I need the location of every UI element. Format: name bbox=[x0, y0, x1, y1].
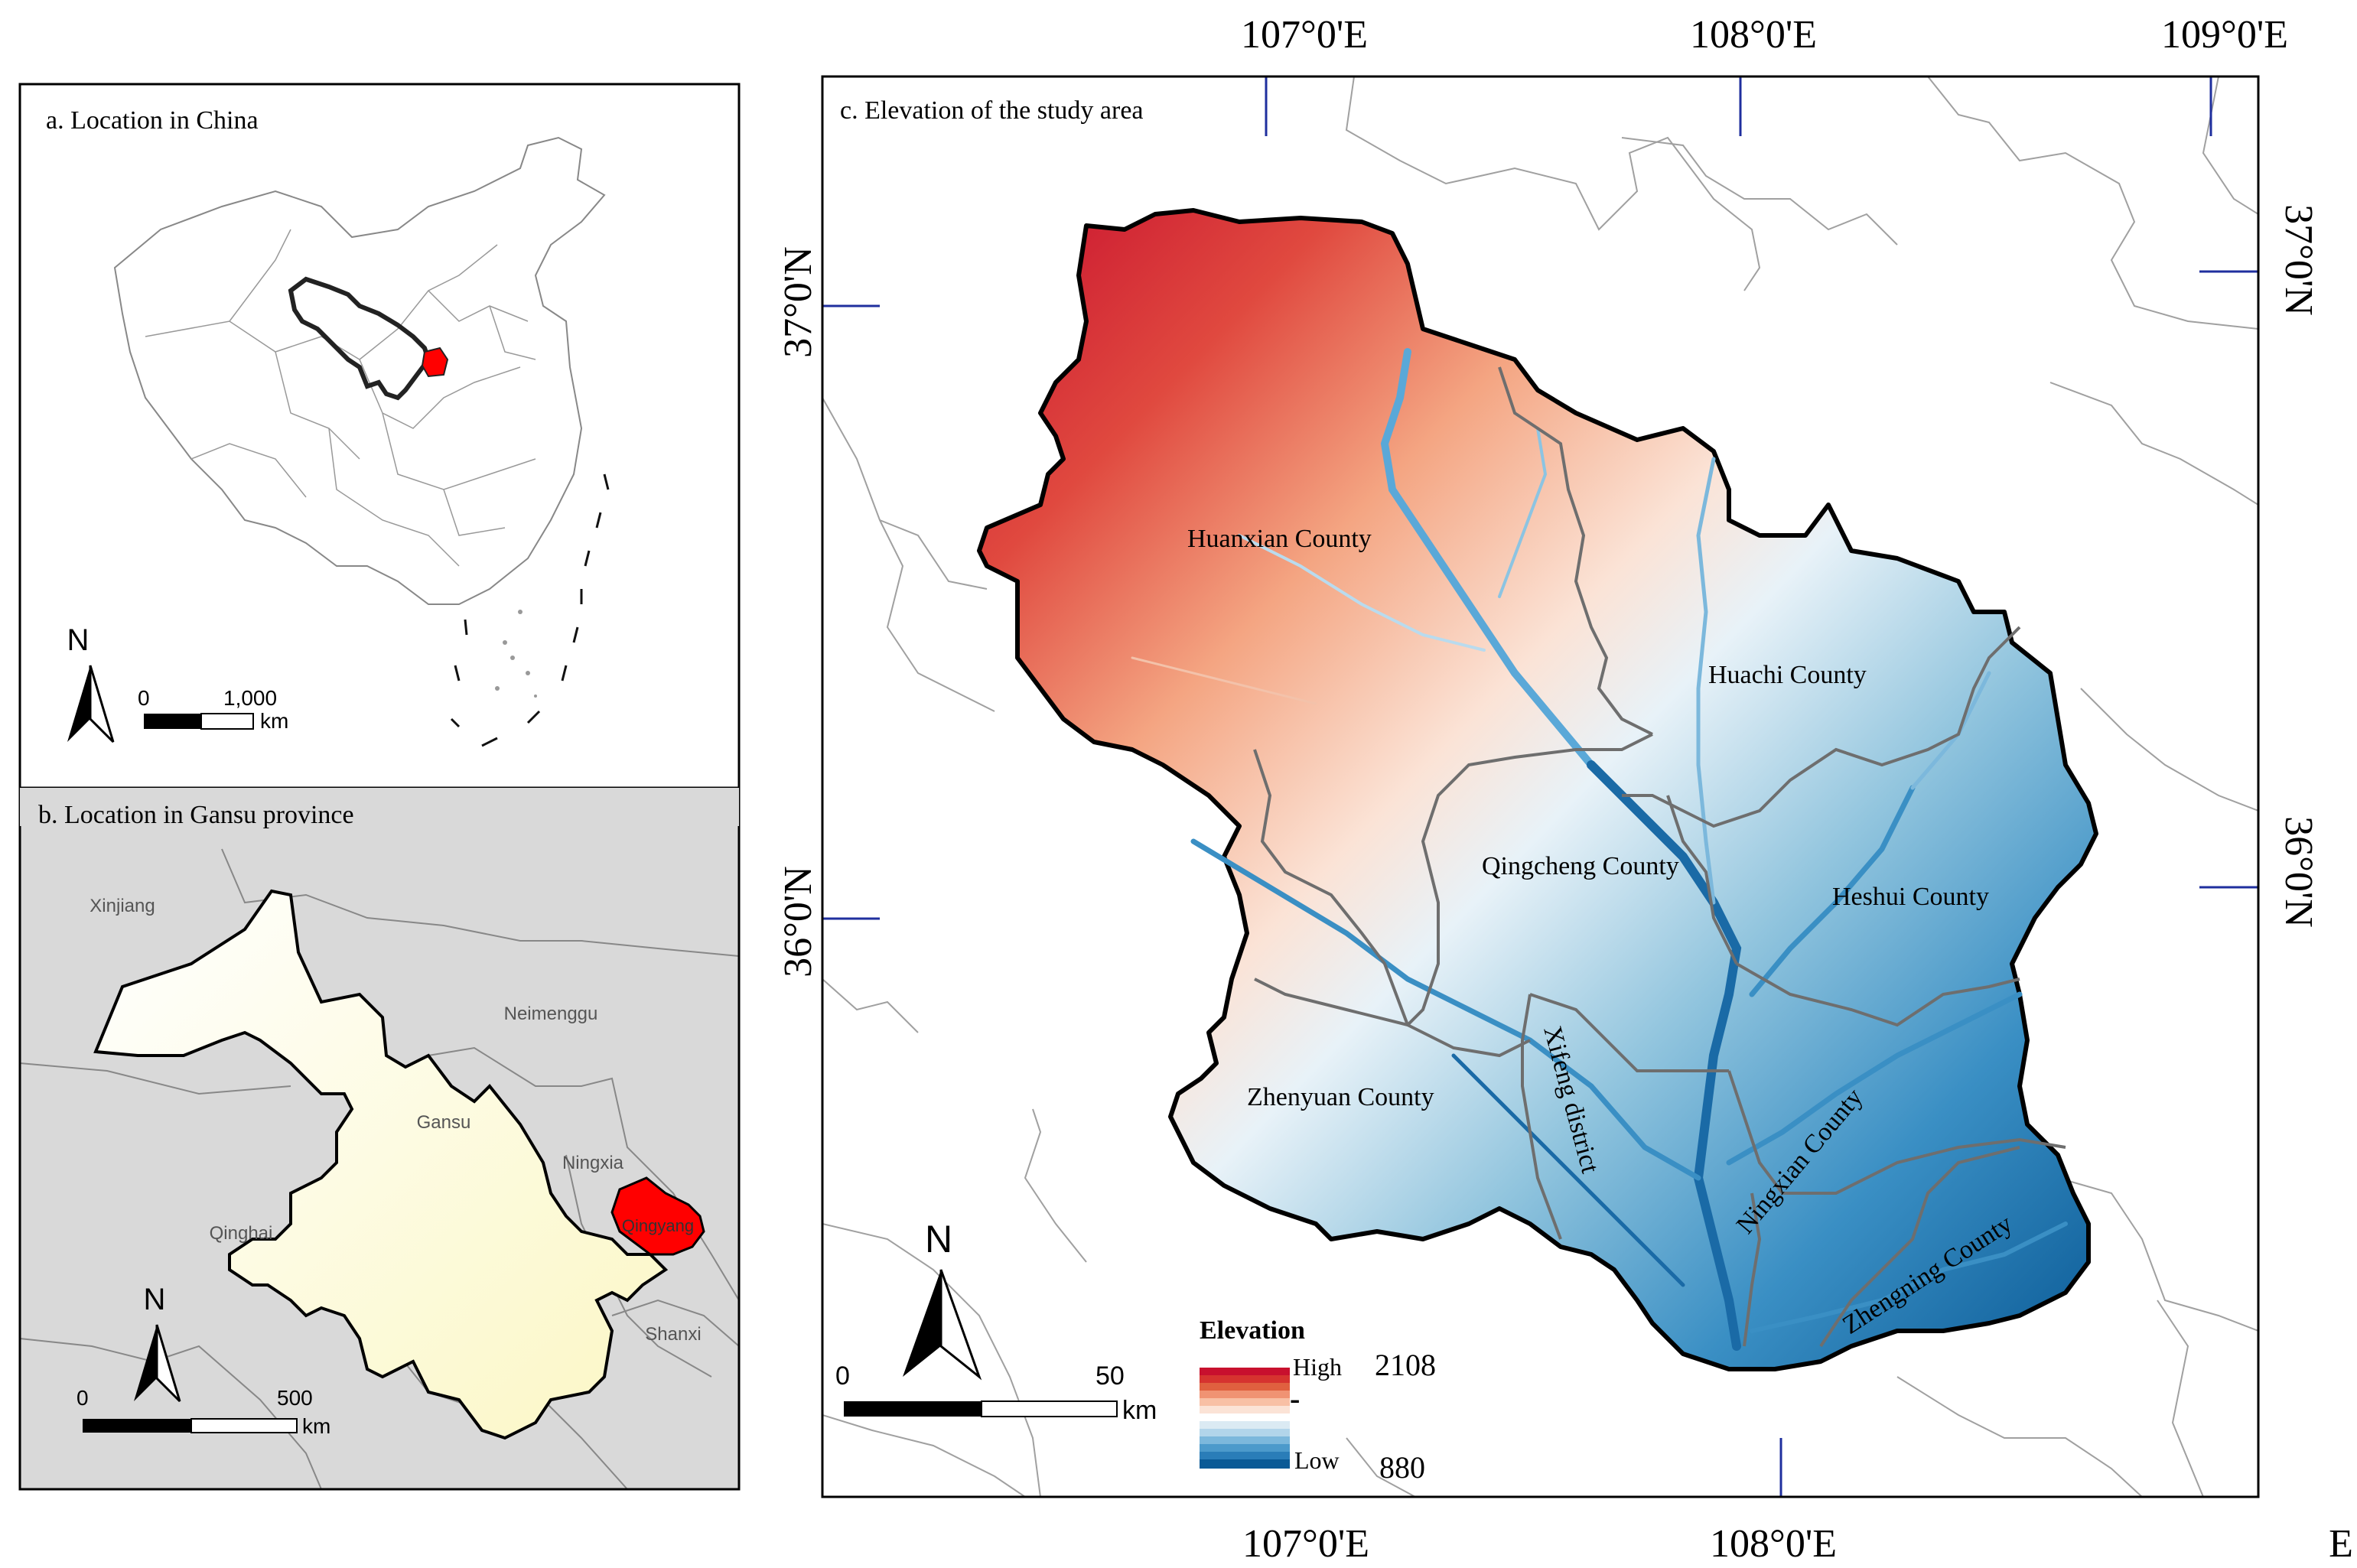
bottom-lon-108: 108°0'E bbox=[1710, 1522, 1837, 1566]
graticule-ticks bbox=[822, 76, 2258, 1497]
scale-b-unit: km bbox=[302, 1414, 330, 1438]
scale-c-max: 50 bbox=[1095, 1361, 1125, 1391]
gansu-in-china bbox=[288, 276, 431, 401]
panel-b-title-band bbox=[20, 788, 739, 826]
label-gansu: Gansu bbox=[417, 1112, 471, 1133]
scale-a-unit: km bbox=[260, 709, 288, 733]
left-lat-37: 37°0'N bbox=[776, 246, 820, 358]
scale-c-zero: 0 bbox=[835, 1361, 850, 1391]
label-huachi: Huachi County bbox=[1708, 661, 1867, 689]
legend-low-value: 880 bbox=[1379, 1450, 1425, 1485]
north-label-b: N bbox=[144, 1283, 166, 1316]
legend-high-value: 2108 bbox=[1375, 1348, 1436, 1382]
river-network bbox=[1131, 348, 2068, 1351]
panel-a-title: a. Location in China bbox=[46, 106, 259, 135]
scale-a-zero: 0 bbox=[138, 686, 150, 710]
legend-low-label: Low bbox=[1294, 1446, 1340, 1474]
scale-b-max: 500 bbox=[277, 1386, 313, 1410]
north-arrow-b: N bbox=[134, 1283, 181, 1403]
scale-bar-a: 0 1,000 km bbox=[138, 686, 288, 733]
label-xinjiang: Xinjiang bbox=[90, 896, 155, 916]
scale-b-zero: 0 bbox=[77, 1386, 89, 1410]
north-arrow-c: N bbox=[903, 1218, 982, 1381]
legend-high-label: High bbox=[1293, 1353, 1342, 1381]
north-label-c: N bbox=[925, 1218, 952, 1261]
china-province-lines bbox=[145, 229, 536, 567]
left-lat-36: 36°0'N bbox=[776, 866, 820, 978]
south-china-sea-dashes bbox=[450, 473, 610, 747]
qingyang-in-china bbox=[421, 346, 449, 378]
label-qingcheng: Qingcheng County bbox=[1482, 852, 1679, 880]
scale-a-max: 1,000 bbox=[223, 686, 277, 710]
top-lon-109: 109°0'E bbox=[2161, 13, 2288, 57]
label-ningxia: Ningxia bbox=[562, 1153, 624, 1173]
right-lat-37: 37°0'N bbox=[2277, 204, 2320, 316]
panel-b-location-in-gansu: Xinjiang Neimenggu Gansu Ningxia Qinghai… bbox=[18, 786, 741, 1491]
panel-c-elevation-map: Huanxian County Huachi County Qingcheng … bbox=[821, 75, 2260, 1498]
label-zhenyuan: Zhenyuan County bbox=[1247, 1083, 1434, 1111]
elevation-legend: Elevation High 2108 - Low 880 bbox=[1200, 1316, 1436, 1485]
legend-title: Elevation bbox=[1200, 1316, 1305, 1345]
panel-b-title: b. Location in Gansu province bbox=[38, 801, 354, 829]
legend-dash: - bbox=[1290, 1381, 1300, 1416]
north-arrow-a: N bbox=[67, 623, 115, 743]
legend-swatches bbox=[1200, 1368, 1290, 1469]
study-area-elevation bbox=[977, 208, 2098, 1371]
bottom-edge-e: E bbox=[2329, 1522, 2353, 1566]
panel-a-location-in-china: a. Location in China bbox=[18, 83, 741, 789]
scale-bar-c: 0 50 km bbox=[835, 1361, 1157, 1425]
right-lat-36: 36°0'N bbox=[2277, 816, 2320, 928]
bottom-lon-107: 107°0'E bbox=[1242, 1522, 1369, 1566]
scale-c-unit: km bbox=[1122, 1396, 1157, 1425]
label-neimenggu: Neimenggu bbox=[504, 1004, 598, 1024]
county-boundaries bbox=[1253, 366, 2066, 1348]
top-lon-107: 107°0'E bbox=[1241, 13, 1368, 57]
label-qingyang: Qingyang bbox=[622, 1216, 694, 1235]
label-heshui: Heshui County bbox=[1832, 883, 1989, 911]
panel-c-title: c. Elevation of the study area bbox=[840, 96, 1144, 125]
top-lon-108: 108°0'E bbox=[1690, 13, 1817, 57]
islands bbox=[495, 610, 537, 698]
label-huanxian: Huanxian County bbox=[1187, 525, 1372, 553]
north-label-a: N bbox=[67, 623, 90, 657]
panel-c-neighbour-lines bbox=[822, 76, 2258, 1497]
label-qinghai: Qinghai bbox=[210, 1223, 273, 1244]
qingyang-region bbox=[610, 1176, 705, 1256]
panel-c-frame bbox=[821, 75, 2260, 1498]
scale-bar-b: 0 500 km bbox=[77, 1386, 330, 1438]
gansu-province bbox=[93, 889, 669, 1440]
coordinate-labels: 107°0'E 108°0'E 109°0'E 107°0'E 108°0'E … bbox=[776, 13, 2353, 1566]
label-shanxi: Shanxi bbox=[645, 1324, 701, 1345]
